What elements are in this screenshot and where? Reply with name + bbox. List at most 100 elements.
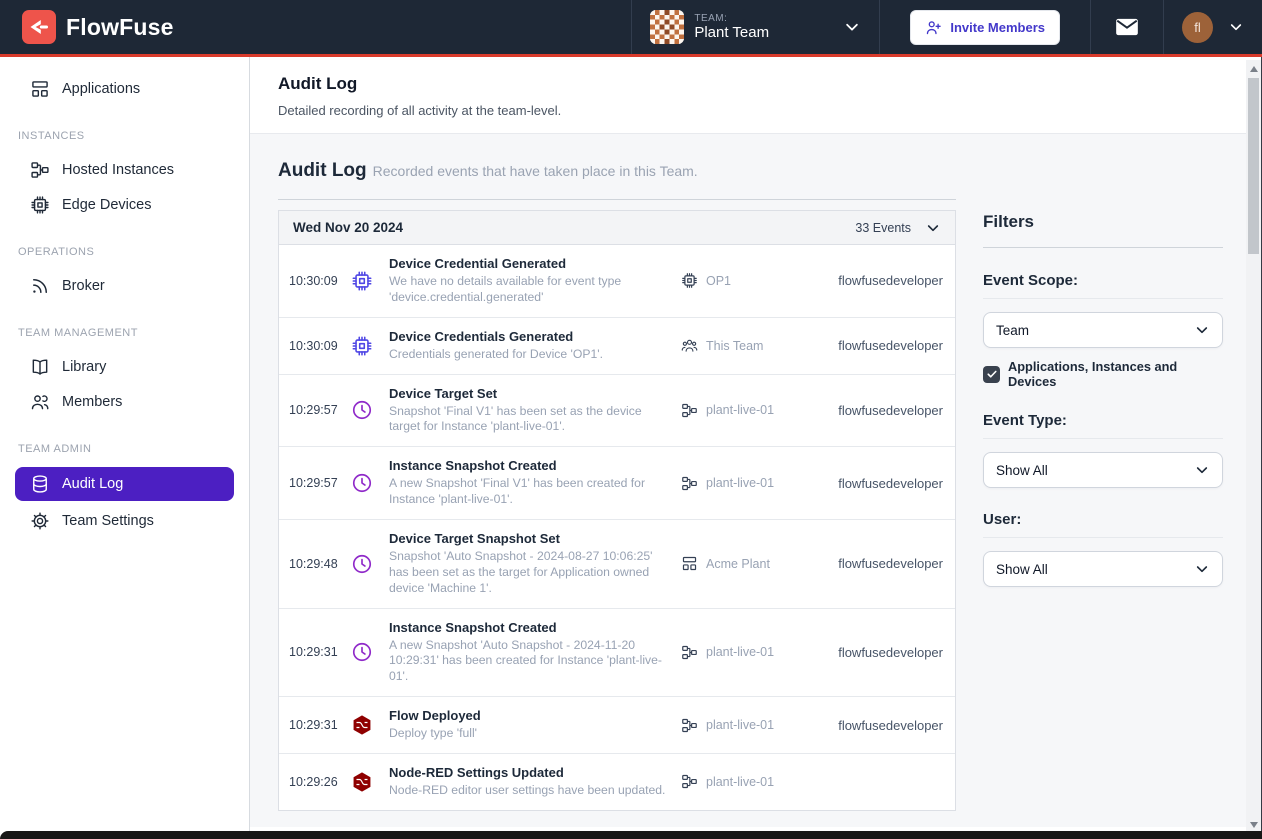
event-scope-select[interactable]: Team <box>983 312 1223 348</box>
team-name: Plant Team <box>694 24 770 42</box>
chip-icon <box>351 270 373 292</box>
sidebar-item-applications[interactable]: Applications <box>0 71 249 106</box>
scrollbar[interactable] <box>1246 60 1262 839</box>
scroll-down-arrow[interactable] <box>1250 822 1258 828</box>
page-header: Audit Log Detailed recording of all acti… <box>250 57 1262 134</box>
clock-icon <box>351 641 373 663</box>
instance-icon <box>681 717 698 734</box>
clock-icon <box>351 399 373 421</box>
event-time: 10:30:09 <box>289 273 338 288</box>
sidebar: Applications INSTANCES Hosted Instances … <box>0 57 250 836</box>
brand[interactable]: FlowFuse <box>0 0 631 54</box>
date-group-header[interactable]: Wed Nov 20 2024 33 Events <box>279 211 955 245</box>
sidebar-item-edge-devices[interactable]: Edge Devices <box>0 187 249 222</box>
audit-log-heading-title: Audit Log <box>278 160 367 181</box>
team-icon <box>681 337 698 354</box>
sidebar-item-broker[interactable]: Broker <box>0 268 249 303</box>
event-type-label: Event Type: <box>983 412 1223 439</box>
user-filter-select[interactable]: Show All <box>983 551 1223 587</box>
sidebar-item-members[interactable]: Members <box>0 384 249 419</box>
chevron-down-icon <box>1194 462 1210 478</box>
event-user: flowfusedeveloper <box>838 402 943 418</box>
notifications-button[interactable] <box>1090 0 1163 54</box>
top-navbar: FlowFuse TEAM: Plant Team Invite Members… <box>0 0 1262 57</box>
instance-icon <box>681 773 698 790</box>
audit-event-row: 10:30:09 Device Credential Generated We … <box>279 245 955 318</box>
audit-log-heading-note: Recorded events that have taken place in… <box>372 163 698 179</box>
brand-name: FlowFuse <box>66 13 174 40</box>
scope-checkbox[interactable] <box>983 365 1000 383</box>
event-description: A new Snapshot 'Final V1' has been creat… <box>389 476 646 507</box>
event-scope-label: plant-live-01 <box>706 774 775 789</box>
sidebar-item-label: Hosted Instances <box>62 161 175 178</box>
flowfuse-logo-icon <box>22 10 56 44</box>
audit-event-row: 10:29:57 Device Target Set Snapshot 'Fin… <box>279 374 955 448</box>
scroll-up-arrow[interactable] <box>1250 66 1258 72</box>
user-menu[interactable]: fl <box>1163 0 1262 54</box>
event-user: flowfusedeveloper <box>838 273 943 289</box>
event-user: flowfusedeveloper <box>838 556 943 572</box>
sidebar-item-label: Members <box>62 393 123 410</box>
sidebar-item-label: Audit Log <box>62 476 124 492</box>
scope-checkbox-label: Applications, Instances and Devices <box>1008 359 1178 389</box>
event-description: Credentials generated for Device 'OP1'. <box>389 346 603 361</box>
user-filter-label: User: <box>983 511 1223 538</box>
instance-icon <box>681 402 698 419</box>
invite-members-label: Invite Members <box>950 19 1045 35</box>
node-red-icon <box>351 771 373 793</box>
event-scope-label: This Team <box>706 338 764 353</box>
bottom-window-bar <box>0 831 1262 839</box>
sidebar-section-operations: OPERATIONS <box>18 246 95 258</box>
event-title: Instance Snapshot Created <box>389 458 557 474</box>
date-group-title: Wed Nov 20 2024 <box>293 220 404 235</box>
scrollbar-thumb[interactable] <box>1248 78 1259 254</box>
event-user: flowfusedeveloper <box>838 644 943 660</box>
sidebar-item-label: Team Settings <box>62 512 154 529</box>
event-title: Flow Deployed <box>389 708 481 724</box>
envelope-icon <box>1114 14 1140 40</box>
event-user: flowfusedeveloper <box>838 717 943 733</box>
team-selector[interactable]: TEAM: Plant Team <box>631 0 879 54</box>
invite-members-button[interactable]: Invite Members <box>910 9 1060 45</box>
event-scope-label: plant-live-01 <box>706 645 775 660</box>
audit-event-row: 10:30:09 Device Credentials Generated Cr… <box>279 317 955 375</box>
event-type-value: Show All <box>996 462 1048 478</box>
sidebar-item-library[interactable]: Library <box>0 349 249 384</box>
clock-icon <box>351 472 373 494</box>
divider <box>278 199 956 200</box>
audit-event-row: 10:29:31 Instance Snapshot Created A new… <box>279 608 955 698</box>
broker-icon <box>30 276 50 296</box>
sidebar-item-audit-log[interactable]: Audit Log <box>15 467 234 501</box>
chevron-down-icon[interactable] <box>925 220 941 236</box>
sidebar-item-team-settings[interactable]: Team Settings <box>0 503 249 538</box>
event-scope-label: OP1 <box>706 273 732 288</box>
event-title: Instance Snapshot Created <box>389 619 557 635</box>
event-time: 10:29:57 <box>289 403 338 418</box>
page-title: Audit Log <box>278 74 358 93</box>
event-description: Snapshot 'Final V1' has been set as the … <box>389 403 642 434</box>
avatar: fl <box>1182 11 1213 43</box>
team-pixel-avatar <box>650 10 685 44</box>
events-table: Wed Nov 20 2024 33 Events 10:30:09 Devic… <box>278 210 956 811</box>
event-time: 10:29:31 <box>289 718 338 733</box>
event-title: Device Credential Generated <box>389 256 567 271</box>
event-scope-label: plant-live-01 <box>706 718 775 733</box>
users-icon <box>30 392 50 412</box>
event-time: 10:29:57 <box>289 476 338 491</box>
sidebar-section-instances: INSTANCES <box>18 130 85 142</box>
event-title: Device Credentials Generated <box>389 328 574 344</box>
event-scope-label: Event Scope: <box>983 272 1223 299</box>
event-user: flowfusedeveloper <box>838 338 943 354</box>
sidebar-item-hosted-instances[interactable]: Hosted Instances <box>0 152 249 187</box>
sidebar-item-label: Library <box>62 358 107 375</box>
event-type-select[interactable]: Show All <box>983 452 1223 488</box>
check-icon <box>986 368 998 380</box>
audit-event-row: 10:29:57 Instance Snapshot Created A new… <box>279 447 955 521</box>
chevron-down-icon <box>1228 19 1244 35</box>
chevron-down-icon <box>843 18 861 36</box>
audit-log-heading: Audit Log Recorded events that have taken… <box>278 160 956 182</box>
team-label: TEAM: <box>694 12 728 24</box>
event-description: Deploy type 'full' <box>389 726 477 741</box>
divider <box>983 247 1223 248</box>
event-time: 10:29:48 <box>289 556 338 571</box>
